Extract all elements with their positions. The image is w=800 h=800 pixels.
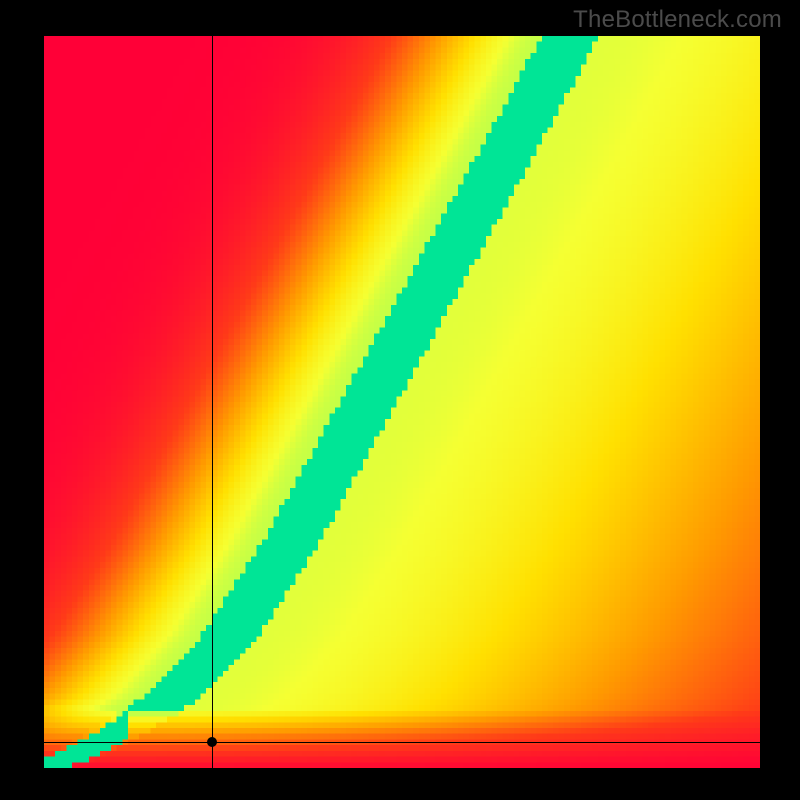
watermark-text: TheBottleneck.com [573, 6, 782, 34]
figure-root: TheBottleneck.com [0, 0, 800, 800]
plot-area [44, 36, 760, 768]
crosshair-horizontal [44, 742, 760, 743]
crosshair-vertical [212, 36, 213, 768]
heatmap-canvas [44, 36, 760, 768]
